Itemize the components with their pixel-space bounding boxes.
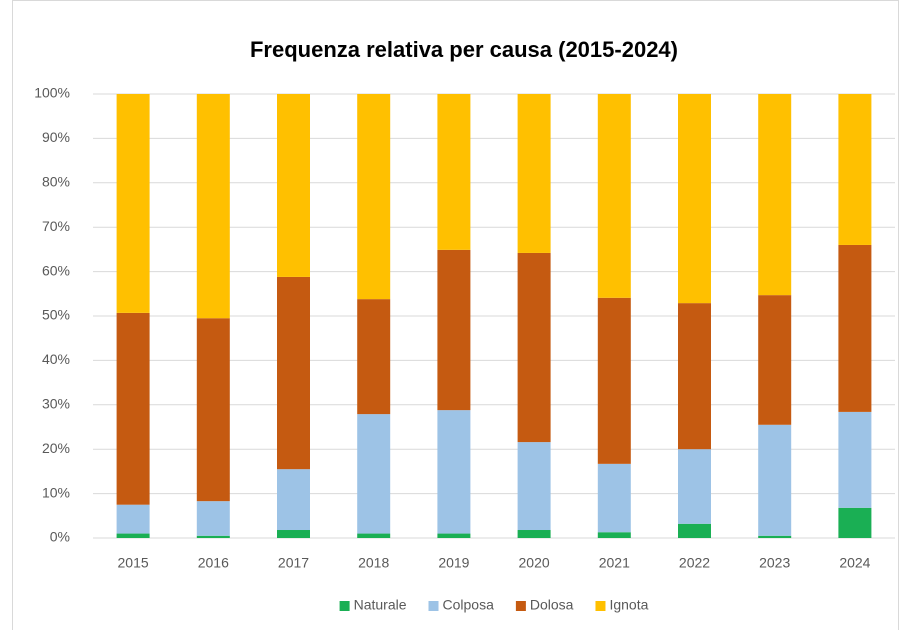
bar-segment	[196, 94, 230, 319]
bar-segment	[678, 523, 711, 538]
y-tick-label: 20%	[42, 440, 70, 456]
bar-segment	[597, 463, 631, 533]
bar-segment	[437, 249, 471, 411]
y-tick-label: 50%	[42, 307, 70, 323]
bar-segment	[437, 533, 471, 538]
bar-segment	[357, 299, 391, 415]
bar-segment	[116, 504, 150, 534]
bar-segment	[758, 295, 792, 425]
legend-swatch	[339, 601, 350, 611]
x-tick-label: 2018	[358, 555, 389, 571]
y-tick-label: 70%	[42, 218, 70, 234]
x-tick-label: 2022	[679, 555, 710, 571]
y-tick-label: 100%	[34, 85, 70, 101]
bar-segment	[517, 252, 551, 443]
bar-segment	[597, 532, 631, 538]
bar-segment	[597, 94, 631, 298]
legend-swatch	[595, 601, 606, 611]
bar-segment	[838, 507, 872, 538]
bar-segment	[838, 244, 872, 412]
bar-segment	[517, 442, 551, 531]
bar-segment	[357, 533, 391, 538]
legend-swatch	[428, 601, 439, 611]
x-tick-label: 2017	[278, 555, 309, 571]
y-tick-label: 60%	[42, 262, 70, 278]
bar-segment	[196, 535, 230, 538]
bar-segment	[678, 449, 711, 524]
x-tick-label: 2020	[519, 555, 550, 571]
bar-segment	[678, 94, 711, 304]
bar-segment	[277, 469, 310, 531]
bar-segment	[196, 318, 230, 502]
y-tick-label: 90%	[42, 129, 70, 145]
x-tick-label: 2019	[438, 555, 469, 571]
x-tick-label: 2021	[599, 555, 630, 571]
bar-segment	[437, 94, 471, 250]
bar-segment	[277, 530, 310, 538]
bar-segment	[277, 94, 310, 277]
y-tick-label: 80%	[42, 174, 70, 190]
y-tick-label: 30%	[42, 396, 70, 412]
legend-label: Ignota	[609, 597, 648, 613]
x-tick-label: 2016	[198, 555, 229, 571]
bar-segment	[517, 530, 551, 538]
bar-segment	[357, 94, 391, 300]
x-tick-label: 2015	[118, 555, 149, 571]
bar-segment	[838, 411, 872, 508]
bar-segment	[357, 414, 391, 534]
chart-title: Frequenza relativa per causa (2015-2024)	[250, 37, 678, 62]
bar-segment	[116, 94, 150, 313]
bar-segment	[517, 94, 551, 253]
legend-swatch	[515, 601, 526, 611]
bar-segment	[758, 424, 792, 536]
bar-segment	[437, 410, 471, 534]
y-tick-label: 0%	[50, 529, 70, 545]
bar-segment	[196, 501, 230, 536]
y-tick-label: 10%	[42, 484, 70, 500]
legend-label: Colposa	[443, 597, 495, 613]
bar-segment	[838, 94, 872, 245]
x-tick-label: 2023	[759, 555, 790, 571]
bar-segment	[758, 94, 792, 296]
x-tick-label: 2024	[839, 555, 870, 571]
bar-segment	[277, 276, 310, 470]
bar-segment	[597, 297, 631, 464]
y-tick-label: 40%	[42, 351, 70, 367]
bar-segment	[116, 533, 150, 538]
bar-segment	[116, 312, 150, 505]
bar-segment	[758, 535, 792, 538]
bar-segment	[678, 303, 711, 450]
legend-label: Naturale	[354, 597, 407, 613]
legend-label: Dolosa	[530, 597, 574, 613]
